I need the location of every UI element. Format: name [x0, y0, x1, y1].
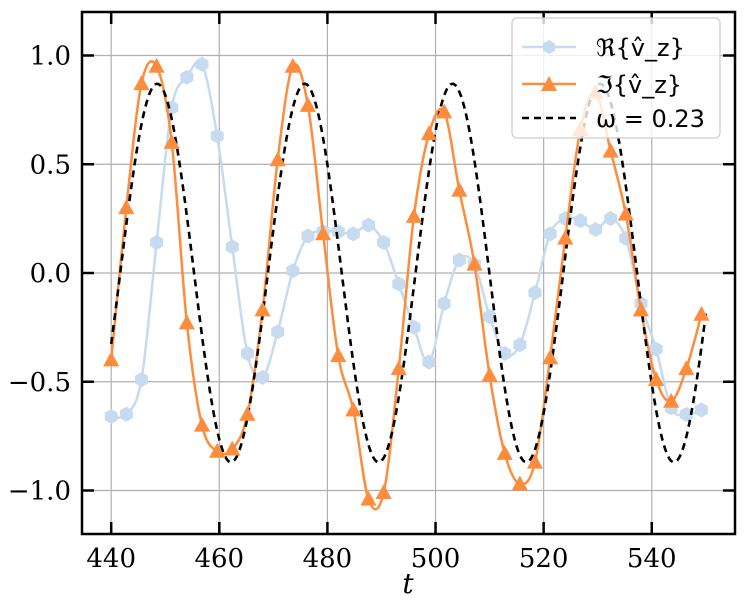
- series-imag-point: [299, 97, 317, 112]
- series-imag-point: [178, 314, 195, 330]
- series-real-point: [180, 69, 194, 85]
- series-real-point: [407, 319, 421, 335]
- series-imag-point: [224, 440, 241, 456]
- legend-triangle-marker: [541, 76, 557, 91]
- series-imag-point: [481, 366, 498, 382]
- series-imag-point: [663, 392, 680, 408]
- series-imag-point: [254, 301, 271, 317]
- series-imag-point: [330, 347, 347, 363]
- series-imag-point: [632, 301, 650, 317]
- series-real-point: [543, 226, 557, 242]
- series-real-point: [694, 402, 708, 418]
- x-axis-label: t: [402, 567, 414, 600]
- series-real-point: [589, 222, 603, 237]
- series-real-point: [134, 372, 148, 388]
- series-imag-point: [678, 360, 695, 376]
- series-layer: [103, 56, 710, 511]
- series-imag-point: [133, 75, 150, 91]
- series-real-point: [301, 228, 315, 244]
- series-real-point: [604, 211, 618, 227]
- series-real-point: [104, 409, 118, 425]
- series-imag-point: [693, 305, 710, 321]
- series-imag-point: [511, 475, 528, 491]
- series-imag-point: [466, 255, 483, 271]
- legend-item-omega: ω = 0.23: [522, 105, 705, 133]
- legend-label-imag: ℑ{v̂_z}: [596, 71, 682, 99]
- series-imag-point: [526, 453, 544, 469]
- series-real-point: [422, 354, 436, 370]
- series-imag-point: [103, 351, 120, 367]
- y-tick-label: 1.0: [30, 42, 71, 72]
- series-imag-point: [345, 401, 362, 417]
- series-imag-point: [148, 57, 165, 73]
- series-imag-point: [375, 484, 392, 500]
- series-imag-point: [269, 151, 286, 167]
- series-imag-point: [451, 181, 468, 197]
- x-tick-label: 460: [194, 544, 244, 574]
- series-imag-point: [209, 442, 226, 458]
- x-tick-label: 520: [519, 544, 569, 574]
- series-imag-point: [360, 490, 377, 506]
- series-real-point: [377, 235, 391, 251]
- series-real-point: [573, 213, 587, 229]
- series-real-point: [679, 406, 693, 422]
- series-real-point: [271, 324, 285, 340]
- series-real-point: [150, 235, 164, 251]
- legend-item-imag: ℑ{v̂_z}: [522, 71, 682, 99]
- legend: ℜ{v̂_z} ℑ{v̂_z} ω = 0.23: [511, 17, 721, 139]
- series-real-point: [210, 128, 224, 144]
- series-imag-point: [163, 134, 180, 149]
- series-real-point: [528, 285, 542, 301]
- legend-hexagon-marker: [542, 40, 556, 54]
- series-real-point: [346, 226, 360, 242]
- series-imag-point: [239, 405, 256, 421]
- series-imag-point: [557, 229, 574, 245]
- x-tick-label: 500: [411, 544, 461, 574]
- ticks: [82, 12, 735, 534]
- series-real-point: [195, 56, 209, 72]
- series-imag-point: [118, 199, 135, 215]
- y-tick-label: 0.5: [30, 150, 71, 180]
- series-real-point: [331, 224, 345, 240]
- series-real-point: [392, 276, 406, 292]
- series-real-point: [649, 341, 663, 357]
- series-imag-point: [496, 445, 513, 460]
- series-real-point: [240, 345, 254, 361]
- series-imag-point: [617, 205, 634, 221]
- series-imag-point: [420, 125, 438, 141]
- series-real-point: [225, 239, 239, 255]
- series-real-point: [256, 369, 270, 385]
- x-tick-label: 440: [86, 544, 136, 574]
- series-imag-point: [193, 416, 211, 432]
- series-real-point: [286, 263, 300, 279]
- series-imag-point: [436, 103, 453, 119]
- x-tick-label: 540: [627, 544, 677, 574]
- legend-label-omega: ω = 0.23: [596, 105, 705, 133]
- y-tick-label: 0.0: [30, 259, 71, 289]
- series-imag-point: [542, 349, 559, 365]
- series-real-point: [437, 295, 451, 311]
- legend-item-real: ℜ{v̂_z}: [522, 34, 685, 62]
- y-tick-label: −0.5: [8, 368, 71, 398]
- series-real-point: [483, 309, 497, 324]
- legend-label-real: ℜ{v̂_z}: [596, 34, 685, 62]
- plot-frame: [80, 10, 737, 536]
- series-imag-point: [390, 360, 407, 376]
- y-tick-label: −1.0: [8, 477, 71, 507]
- x-tick-label: 480: [303, 544, 353, 574]
- series-imag-point: [602, 142, 619, 158]
- series-real-point: [119, 406, 133, 422]
- series-real-point: [362, 217, 375, 233]
- series-imag-point: [284, 57, 301, 73]
- series-real-point: [513, 337, 527, 353]
- series-real-point: [452, 252, 466, 268]
- series-imag-point: [315, 225, 332, 241]
- series-imag-point: [648, 371, 665, 386]
- tick-labels: 440 460 480 500 520 540 −1.0 −0.5 0.0 0.5 1.0: [8, 42, 677, 575]
- series-imag-point: [405, 207, 422, 223]
